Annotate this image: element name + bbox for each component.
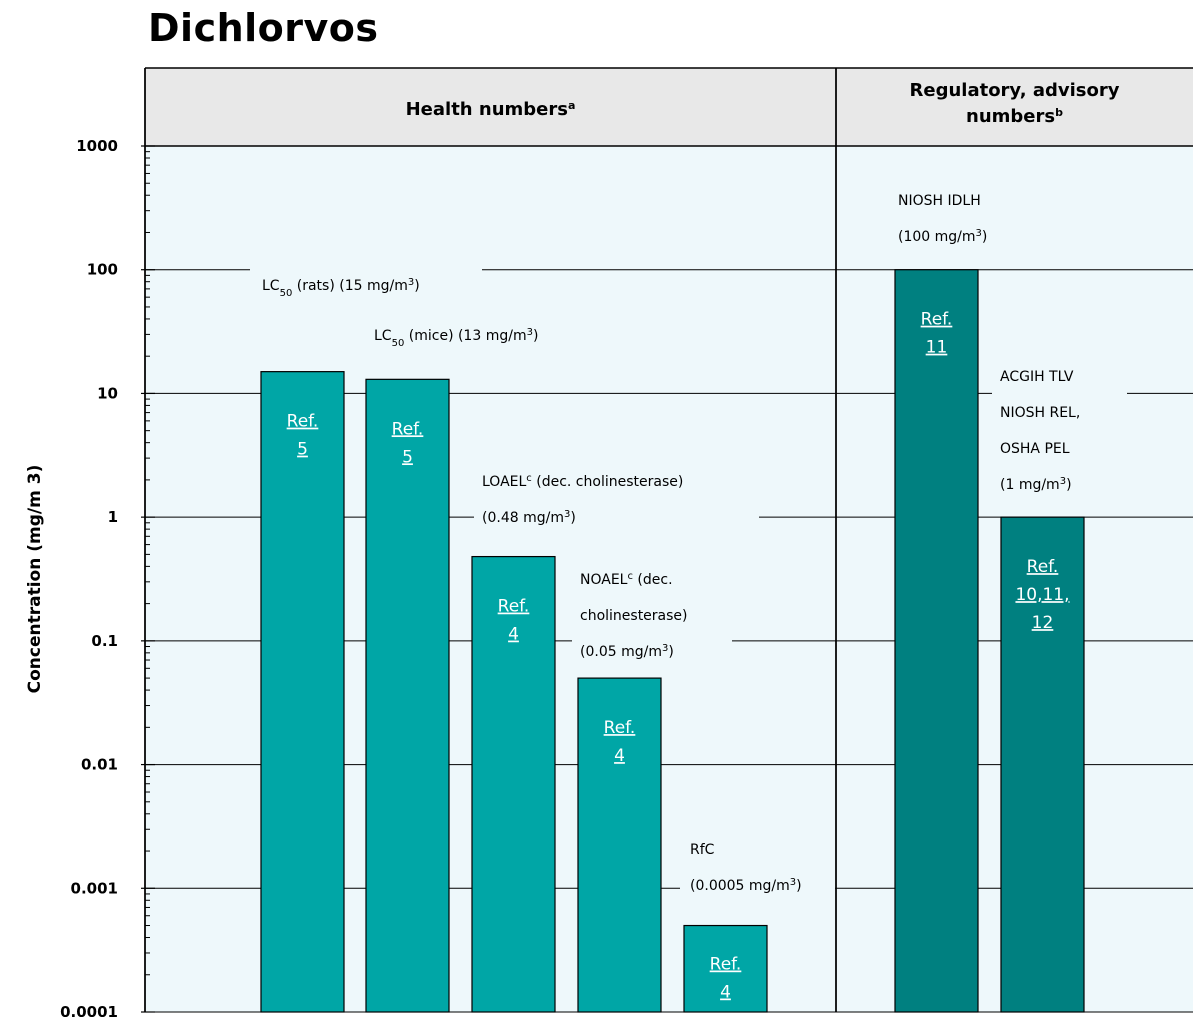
bar-value-label: ACGIH TLV NIOSH REL, OSHA PEL (1 mg/m3) bbox=[1000, 369, 1080, 493]
bar-ref-link[interactable]: Ref. bbox=[498, 597, 530, 617]
y-tick-label: 10 bbox=[97, 384, 118, 402]
y-tick-label: 0.001 bbox=[71, 879, 118, 897]
bar-ref-link[interactable]: Ref. bbox=[1027, 557, 1059, 577]
bar-ref-link[interactable]: Ref. bbox=[710, 955, 742, 975]
bar-2 bbox=[365, 378, 450, 1013]
bar-value-label: LC50 (rats) (15 mg/m3) bbox=[262, 277, 420, 299]
bar-value-label: LC50 (mice) (13 mg/m3) bbox=[374, 327, 538, 349]
bar-label-background bbox=[250, 265, 482, 301]
bar-ref-link[interactable]: Ref. bbox=[392, 419, 424, 439]
bar-3 bbox=[471, 555, 556, 1013]
y-tick-label: 1 bbox=[108, 508, 118, 526]
bar-label-background bbox=[680, 835, 835, 905]
bar-label-background bbox=[890, 186, 1030, 254]
header-regulatory-numbers: Regulatory, advisory numbersb bbox=[910, 80, 1120, 127]
bar-ref-link[interactable]: 10,11, bbox=[1015, 585, 1069, 605]
bar-ref-link[interactable]: Ref. bbox=[287, 412, 319, 432]
y-tick-label: 1000 bbox=[76, 137, 118, 155]
bar-value-label: LOAELc (dec. cholinesterase) (0.48 mg/m3) bbox=[482, 473, 683, 527]
y-tick-label: 0.0001 bbox=[60, 1003, 118, 1019]
bar-ref-link[interactable]: Ref. bbox=[921, 310, 953, 330]
chart-title: Dichlorvos bbox=[148, 6, 379, 50]
header-health-numbers: Health numbersa bbox=[406, 99, 576, 121]
bar-label-background bbox=[992, 362, 1127, 497]
bar-7 bbox=[1000, 516, 1085, 1013]
bar-ref-link[interactable]: 12 bbox=[1032, 613, 1054, 633]
y-tick-label: 100 bbox=[87, 261, 118, 279]
bar-label-background bbox=[572, 565, 732, 665]
bar-ref-link[interactable]: 5 bbox=[402, 447, 413, 467]
bar-label-background bbox=[362, 318, 594, 350]
bar-value-label: RfC (0.0005 mg/m3) bbox=[690, 842, 802, 894]
bar-value-label: NIOSH IDLH (100 mg/m3) bbox=[898, 193, 987, 245]
bar-ref-link[interactable]: 5 bbox=[297, 440, 308, 460]
y-tick-label: 0.1 bbox=[91, 632, 118, 650]
header-band bbox=[145, 68, 1193, 146]
bar-6 bbox=[894, 269, 979, 1013]
bar-ref-link[interactable]: 11 bbox=[926, 338, 948, 358]
bar-1 bbox=[260, 371, 345, 1013]
bar-ref-link[interactable]: 4 bbox=[508, 625, 519, 645]
y-axis-label: Concentration (mg/m 3) bbox=[25, 465, 45, 694]
bar-ref-link[interactable]: 4 bbox=[720, 983, 731, 1003]
bar-ref-link[interactable]: Ref. bbox=[604, 718, 636, 738]
y-tick-label: 0.01 bbox=[81, 756, 118, 774]
bar-5 bbox=[683, 924, 768, 1013]
bar-value-label: NOAELc (dec. cholinesterase) (0.05 mg/m3) bbox=[580, 571, 688, 661]
bar-label-background bbox=[474, 465, 759, 535]
bar-ref-link[interactable]: 4 bbox=[614, 746, 625, 766]
bar-4 bbox=[577, 677, 662, 1013]
